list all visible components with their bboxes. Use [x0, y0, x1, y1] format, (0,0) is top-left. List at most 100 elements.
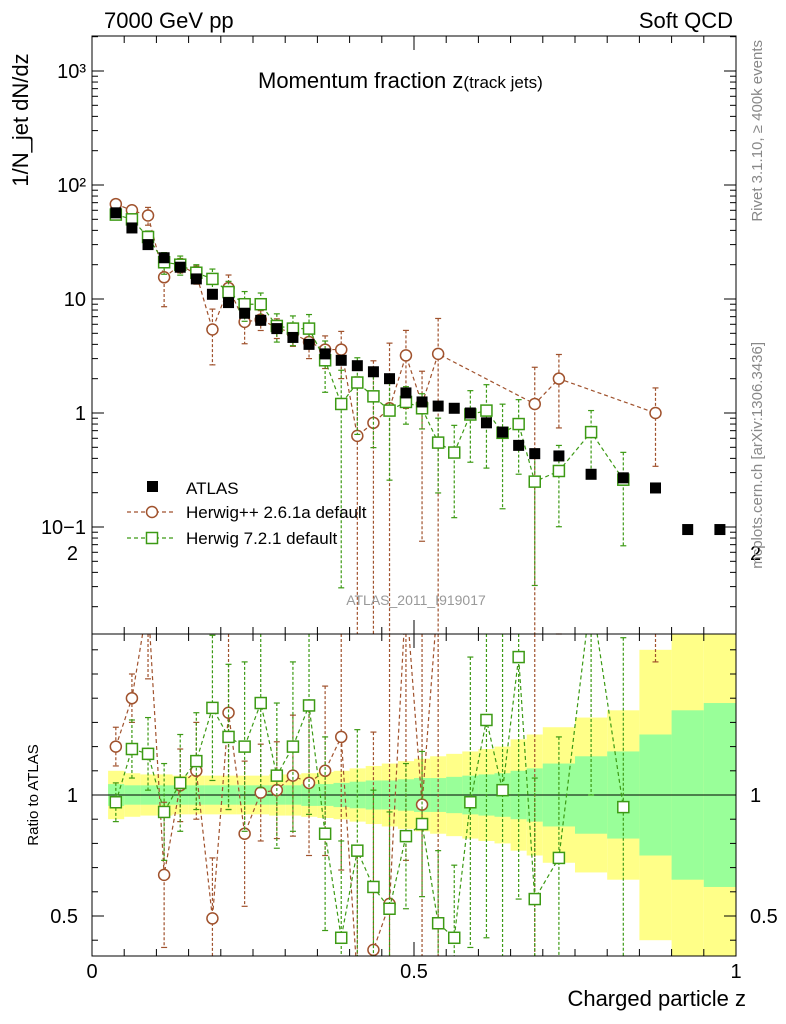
ratio-point: [496, 783, 509, 797]
ratio-point: [286, 740, 300, 753]
ratio-series-line: [115, 634, 624, 940]
ratio-point: [480, 713, 493, 727]
atlas-point: [497, 426, 509, 438]
plot-title-main: Momentum fraction: [258, 68, 452, 93]
ratio-panel: 0.5 0.5 1 1 2 2: [50, 543, 778, 957]
main-y-tick-label: 10−1: [41, 517, 86, 539]
ratio-point: [286, 769, 300, 782]
ratio-point: [109, 796, 123, 809]
atlas-point: [206, 288, 218, 300]
atlas-point: [448, 402, 460, 414]
atlas-point: [142, 239, 154, 251]
main-point: [334, 343, 348, 356]
atlas-point: [513, 439, 525, 451]
main-y-tick-label: 10: [64, 289, 86, 311]
ratio-y-axis-label: Ratio to ATLAS: [25, 744, 42, 845]
main-y-tick-label: 1: [75, 403, 86, 425]
main-panel: Momentum fraction z(track jets) 10−11101…: [41, 35, 737, 635]
ratio-point: [383, 902, 396, 915]
process-label: Soft QCD: [639, 8, 733, 33]
ratio-point: [270, 769, 284, 782]
main-point: [351, 429, 364, 443]
uncertainty-band: [92, 634, 736, 956]
ratio-point: [512, 650, 525, 664]
main-y-tick-label: 10²: [57, 175, 86, 197]
atlas-point: [174, 261, 186, 273]
ratio-point: [448, 931, 461, 945]
atlas-point: [384, 373, 396, 385]
atlas-point: [464, 407, 476, 419]
ratio-point: [464, 796, 477, 809]
ratio-y-tick-label-right: 1: [750, 785, 761, 807]
atlas-point: [682, 524, 694, 536]
ratio-point: [617, 800, 630, 814]
main-point: [552, 464, 566, 478]
ratio-point: [141, 747, 155, 761]
atlas-point: [110, 207, 122, 219]
main-y-tick-label: 10³: [57, 61, 86, 83]
ratio-y-tick-label: 2: [67, 543, 78, 565]
energy-label: 7000 GeV pp: [104, 8, 234, 33]
atlas-point: [650, 482, 661, 494]
atlas-point: [239, 307, 251, 319]
rivet-label: Rivet 3.1.10, ≥ 400k events: [749, 40, 766, 222]
main-point: [584, 425, 598, 439]
x-tick-label: 0.5: [400, 961, 428, 983]
analysis-id: ATLAS_2011_I919017: [346, 592, 486, 608]
main-y-axis-label-text: 1/N_jet dN/dz: [8, 53, 33, 186]
ratio-point: [157, 868, 171, 882]
ratio-point: [318, 827, 332, 840]
main-series-layer: [109, 197, 726, 634]
ratio-point: [334, 931, 348, 945]
atlas-point: [585, 468, 597, 480]
main-point: [206, 323, 219, 336]
plot-title-var: z: [452, 68, 463, 93]
main-point: [334, 397, 348, 411]
legend-label-herwigpp: Herwig++ 2.6.1a default: [186, 503, 367, 522]
ratio-y-axis: 0.5 0.5 1 1 2 2: [50, 543, 778, 941]
main-point: [399, 349, 413, 362]
ratio-point: [367, 880, 380, 894]
main-point: [254, 297, 267, 311]
x-axis: 0 0.5 1: [86, 36, 742, 983]
atlas-point: [553, 450, 565, 462]
main-point: [528, 397, 541, 411]
atlas-point: [400, 387, 412, 399]
main-point: [649, 406, 662, 420]
legend-marker-herwigpp: [145, 505, 159, 519]
ratio-point: [157, 805, 171, 819]
ratio-point: [302, 699, 316, 712]
ratio-point: [318, 764, 332, 778]
ratio-point: [222, 730, 235, 744]
atlas-point: [126, 222, 138, 234]
ratio-point: [125, 691, 139, 705]
atlas-point: [255, 314, 267, 326]
legend-marker-herwig7: [145, 531, 159, 545]
atlas-point: [319, 348, 331, 360]
legend-marker-atlas: [147, 481, 158, 492]
ratio-point: [415, 817, 429, 831]
main-point: [222, 285, 235, 299]
ratio-point: [173, 776, 187, 790]
ratio-point: [109, 740, 123, 753]
main-point: [448, 446, 461, 459]
atlas-point: [480, 417, 492, 429]
main-point: [552, 372, 566, 385]
main-point: [431, 347, 445, 361]
ratio-point: [528, 892, 541, 906]
atlas-point: [158, 252, 170, 264]
main-point: [367, 390, 380, 403]
ratio-point: [351, 844, 364, 857]
atlas-point: [432, 400, 444, 412]
ratio-point: [125, 742, 139, 756]
main-point: [206, 272, 219, 286]
atlas-point: [303, 338, 315, 350]
ratio-point: [206, 701, 219, 715]
ratio-y-tick-label-right: 0.5: [750, 906, 778, 928]
main-point: [528, 475, 541, 488]
main-point: [431, 436, 445, 449]
ratio-point: [302, 776, 316, 790]
atlas-point: [416, 396, 428, 408]
ratio-point: [431, 917, 445, 930]
legend: ATLAS Herwig++ 2.6.1a default Herwig 7.2…: [127, 479, 367, 548]
